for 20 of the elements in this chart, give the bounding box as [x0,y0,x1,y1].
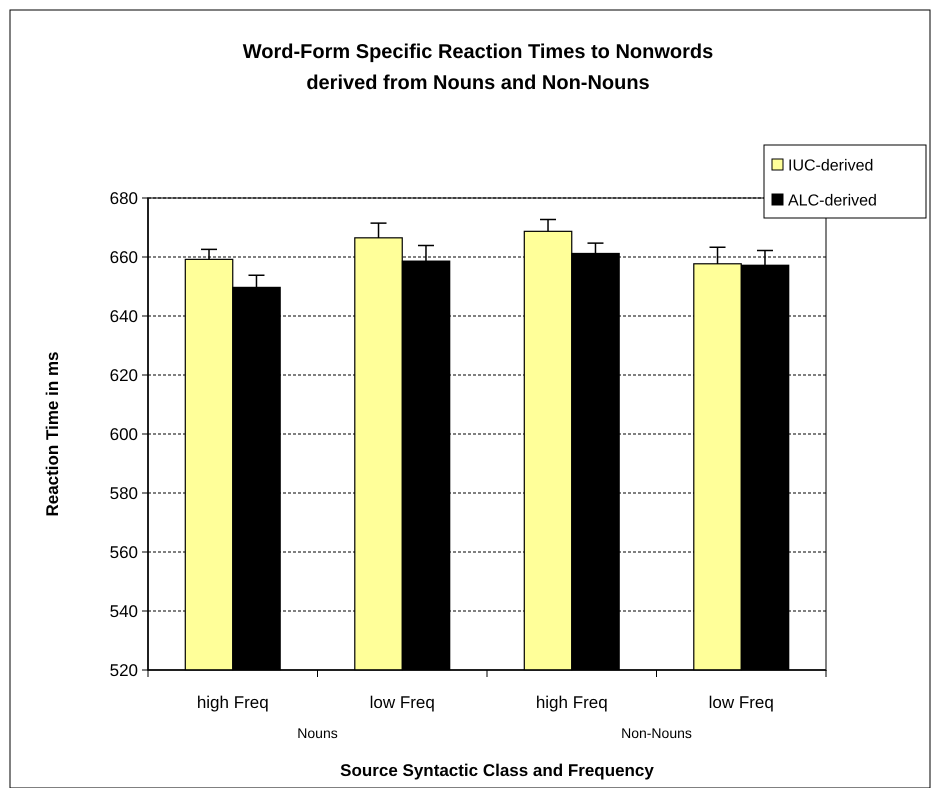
y-tick-label: 680 [110,188,138,208]
y-tick-label: 580 [110,484,138,503]
x-tick-label: low Freq [708,693,774,712]
chart-title: Word-Form Specific Reaction Times to Nonwords derived from Nouns and Non-Nouns [242,41,714,94]
y-tick-label: 600 [110,424,138,444]
text: Nouns [297,725,338,741]
legend-label: IUC-derived [788,158,874,175]
x-tick-label: low Freq [370,693,435,712]
text: Non-Nouns [621,725,692,741]
x-tick-label: high Freq [536,693,608,712]
y-tick-label: 560 [110,542,138,562]
y-tick-label: 660 [110,248,138,267]
x-axis-title: Source Syntactic Class and Frequency [340,761,654,780]
y-axis-title: Reaction Time in ms [43,351,62,517]
legend-label: ALC-derived [788,192,877,210]
y-tick-label: 540 [110,602,138,621]
y-tick-label: 640 [110,306,138,326]
y-tick-label: 520 [110,660,138,680]
x-tick-label: high Freq [196,693,269,712]
y-tick-label: 620 [110,366,138,385]
